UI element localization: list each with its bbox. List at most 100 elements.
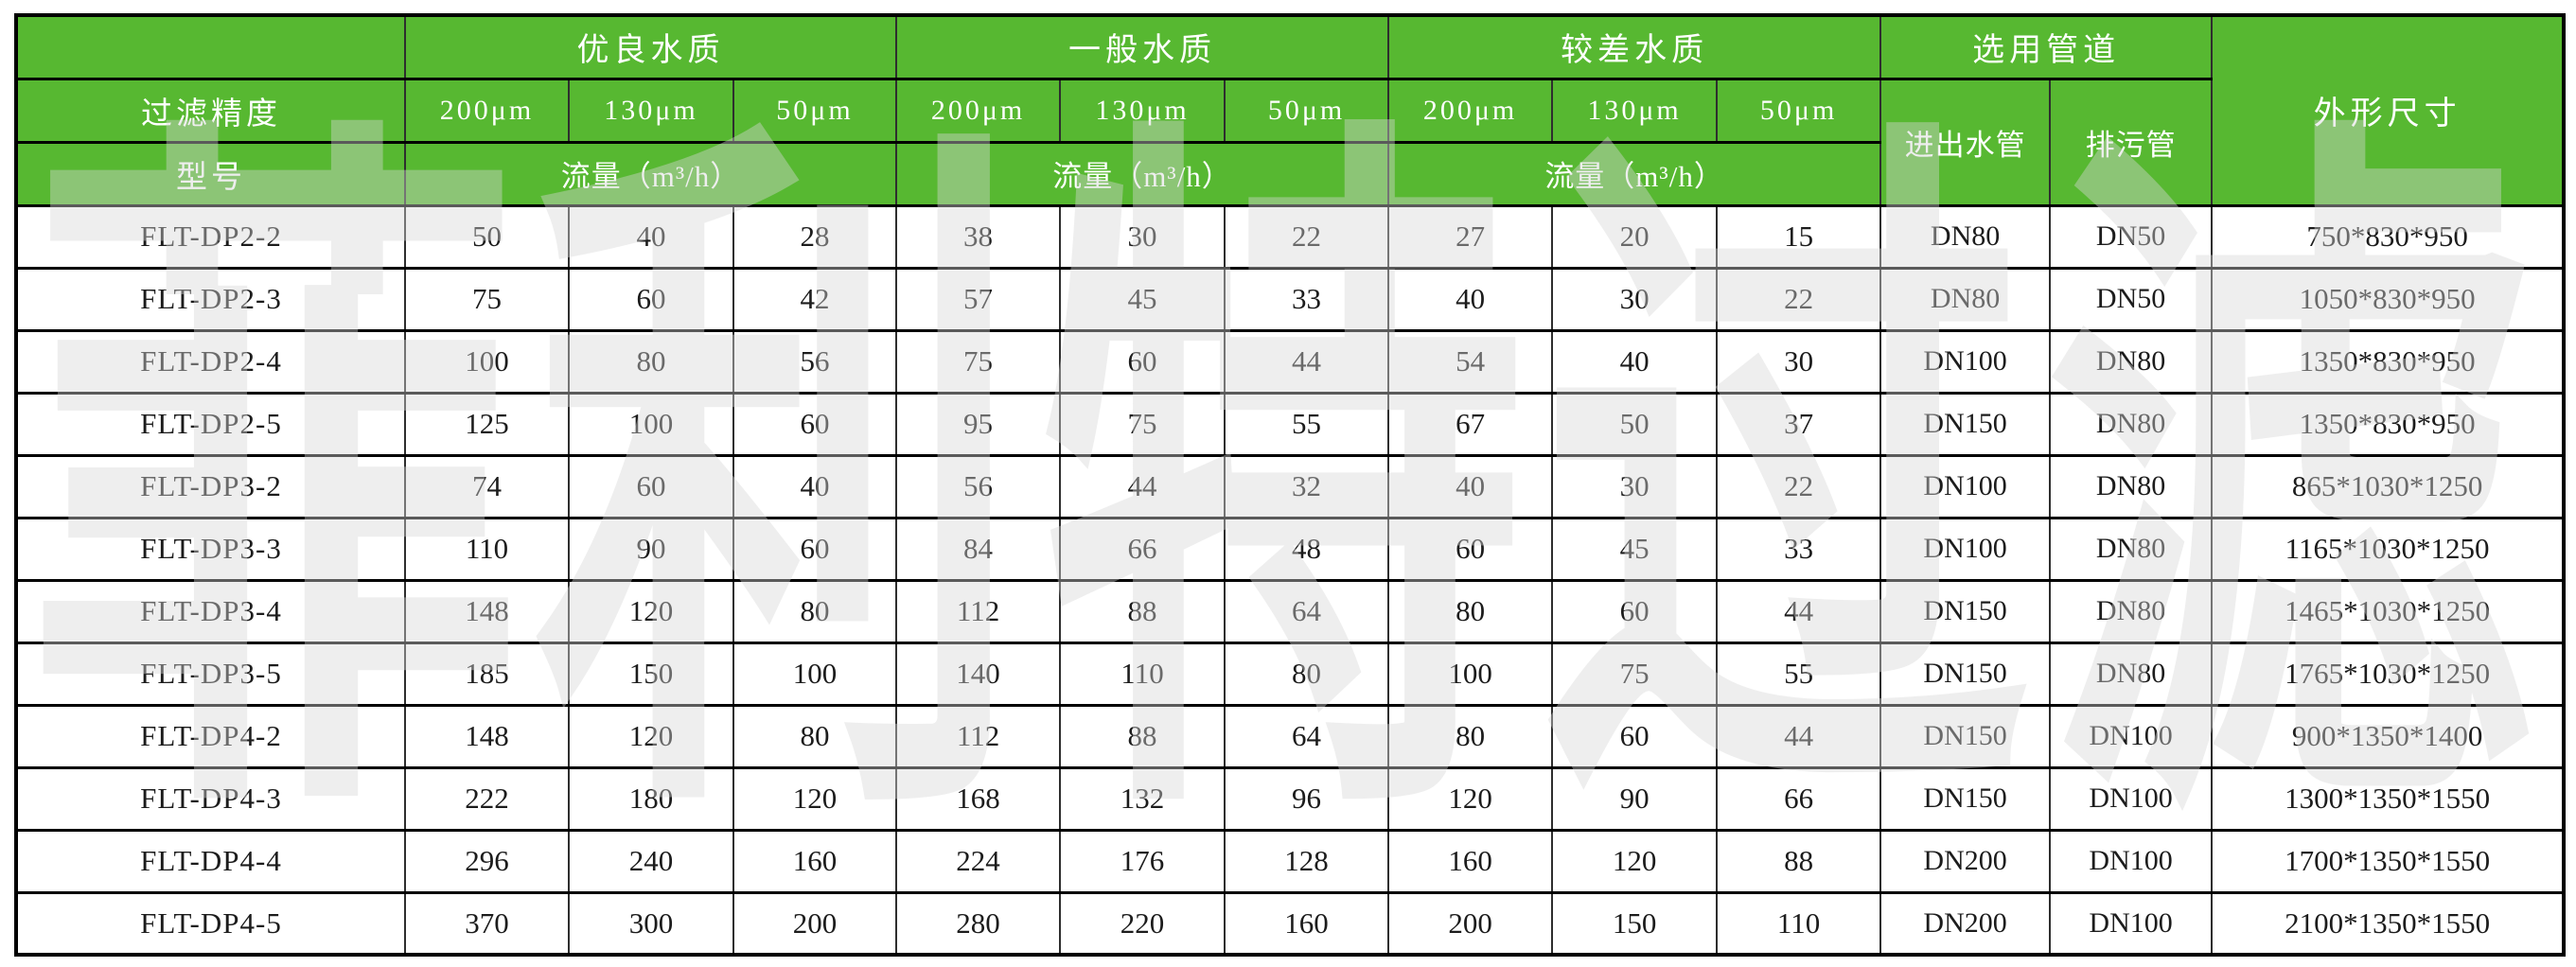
flow-cell: 60 — [732, 516, 898, 582]
flow-cell: 22 — [1716, 453, 1882, 519]
flow-cell: 42 — [732, 266, 898, 332]
dimensions-cell: 1700*1350*1550 — [2211, 828, 2566, 894]
flow-cell: 20 — [1551, 203, 1719, 270]
flow-cell: 64 — [1224, 578, 1390, 644]
flow-cell: 40 — [1387, 266, 1554, 332]
flow-header-average: 流量（m³/h） — [895, 140, 1390, 207]
inlet-pipe-cell: DN100 — [1879, 516, 2052, 582]
inlet-pipe-cell: DN80 — [1879, 203, 2052, 270]
flow-cell: 30 — [1059, 203, 1226, 270]
flow-cell: 110 — [404, 516, 570, 582]
flow-cell: 74 — [404, 453, 570, 519]
flow-cell: 112 — [895, 703, 1062, 769]
inlet-pipe-cell: DN200 — [1879, 828, 2052, 894]
flow-cell: 28 — [732, 203, 898, 270]
model-cell: FLT-DP4-3 — [15, 765, 406, 832]
table-row: FLT-DP4-4 296 240 160 224 176 128 160 120 88 DN200… — [15, 828, 2566, 894]
micron-header-130: 130μm — [1059, 77, 1226, 144]
flow-cell: 112 — [895, 578, 1062, 644]
flow-cell: 160 — [732, 828, 898, 894]
micron-header-50: 50μm — [732, 77, 898, 144]
micron-header-130: 130μm — [568, 77, 734, 144]
model-cell: FLT-DP3-4 — [15, 578, 406, 644]
flow-cell: 100 — [1387, 641, 1554, 707]
group-header-poor-water: 较差水质 — [1387, 13, 1882, 80]
flow-cell: 120 — [1387, 765, 1554, 832]
flow-cell: 60 — [568, 266, 734, 332]
header-row-microns: 过滤精度 200μm 130μm 50μm 200μm 130μm 50μm 2… — [15, 77, 2564, 207]
model-cell: FLT-DP2-4 — [15, 328, 406, 395]
flow-cell: 280 — [895, 890, 1062, 957]
flow-cell: 75 — [1551, 641, 1719, 707]
flow-cell: 100 — [568, 391, 734, 457]
flow-cell: 120 — [1551, 828, 1719, 894]
flow-cell: 40 — [568, 203, 734, 270]
group-header-excellent-water: 优良水质 — [403, 13, 898, 80]
drain-pipe-cell: DN80 — [2049, 328, 2214, 395]
drain-pipe-cell: DN100 — [2049, 765, 2214, 832]
table-row: FLT-DP3-2 74 60 40 56 44 32 40 30 22 DN100 DN80 865*… — [15, 453, 2566, 519]
flow-cell: 224 — [895, 828, 1062, 894]
flow-cell: 75 — [404, 266, 570, 332]
drain-pipe-cell: DN80 — [2049, 453, 2214, 519]
flow-cell: 185 — [404, 641, 570, 707]
dimensions-cell: 865*1030*1250 — [2211, 453, 2566, 519]
flow-cell: 32 — [1224, 453, 1390, 519]
table-row: FLT-DP2-3 75 60 42 57 45 33 40 30 22 DN80 DN50 1050*… — [15, 266, 2566, 332]
inlet-pipe-cell: DN150 — [1879, 765, 2052, 832]
table-header: 优良水质 一般水质 较差水质 选用管道 外形尺寸 过滤精度 200μm 130μ… — [15, 13, 2566, 207]
flow-cell: 88 — [1059, 578, 1226, 644]
table-row: FLT-DP4-2 148 120 80 112 88 64 80 60 44 DN150 DN100… — [15, 703, 2566, 769]
flow-cell: 90 — [1551, 765, 1719, 832]
flow-cell: 120 — [568, 578, 734, 644]
flow-cell: 44 — [1716, 578, 1882, 644]
flow-cell: 200 — [732, 890, 898, 957]
micron-header-200: 200μm — [895, 77, 1062, 144]
inlet-pipe-cell: DN80 — [1879, 266, 2052, 332]
flow-cell: 80 — [732, 703, 898, 769]
model-cell: FLT-DP3-3 — [15, 516, 406, 582]
model-cell: FLT-DP2-3 — [15, 266, 406, 332]
flow-cell: 88 — [1716, 828, 1882, 894]
flow-cell: 56 — [732, 328, 898, 395]
flow-cell: 160 — [1224, 890, 1390, 957]
flow-cell: 40 — [1551, 328, 1719, 395]
table-row: FLT-DP3-5 185 150 100 140 110 80 100 75 55 DN150 DN… — [15, 641, 2566, 707]
flow-cell: 22 — [1224, 203, 1390, 270]
flow-cell: 84 — [895, 516, 1062, 582]
flow-cell: 370 — [404, 890, 570, 957]
table-row: FLT-DP2-5 125 100 60 95 75 55 67 50 37 DN150 DN80 13… — [15, 391, 2566, 457]
drain-pipe-cell: DN80 — [2049, 391, 2214, 457]
table-row: FLT-DP3-4 148 120 80 112 88 64 80 60 44 DN150 DN80 1… — [15, 578, 2566, 644]
filter-spec-table: 优良水质 一般水质 较差水质 选用管道 外形尺寸 过滤精度 200μm 130μ… — [14, 13, 2567, 957]
flow-cell: 296 — [404, 828, 570, 894]
flow-cell: 66 — [1059, 516, 1226, 582]
flow-cell: 67 — [1387, 391, 1554, 457]
flow-cell: 140 — [895, 641, 1062, 707]
flow-cell: 37 — [1716, 391, 1882, 457]
flow-cell: 75 — [1059, 391, 1226, 457]
dimensions-cell: 900*1350*1400 — [2211, 703, 2566, 769]
flow-cell: 15 — [1716, 203, 1882, 270]
flow-cell: 66 — [1716, 765, 1882, 832]
flow-cell: 30 — [1551, 266, 1719, 332]
model-cell: FLT-DP2-5 — [15, 391, 406, 457]
flow-cell: 90 — [568, 516, 734, 582]
flow-cell: 176 — [1059, 828, 1226, 894]
flow-cell: 222 — [404, 765, 570, 832]
flow-cell: 180 — [568, 765, 734, 832]
flow-cell: 150 — [568, 641, 734, 707]
flow-cell: 110 — [1059, 641, 1226, 707]
drain-pipe-cell: DN100 — [2049, 890, 2214, 957]
inlet-pipe-cell: DN150 — [1879, 703, 2052, 769]
table-row: FLT-DP3-3 110 90 60 84 66 48 60 45 33 DN100 DN80 116… — [15, 516, 2566, 582]
flow-cell: 120 — [568, 703, 734, 769]
drain-pipe-cell: DN80 — [2049, 578, 2214, 644]
dimensions-cell: 1300*1350*1550 — [2211, 765, 2566, 832]
table-row: FLT-DP2-4 100 80 56 75 60 44 54 40 30 DN100 DN80 135… — [15, 328, 2566, 395]
flow-cell: 80 — [732, 578, 898, 644]
flow-cell: 50 — [404, 203, 570, 270]
flow-cell: 80 — [1387, 578, 1554, 644]
flow-cell: 60 — [732, 391, 898, 457]
